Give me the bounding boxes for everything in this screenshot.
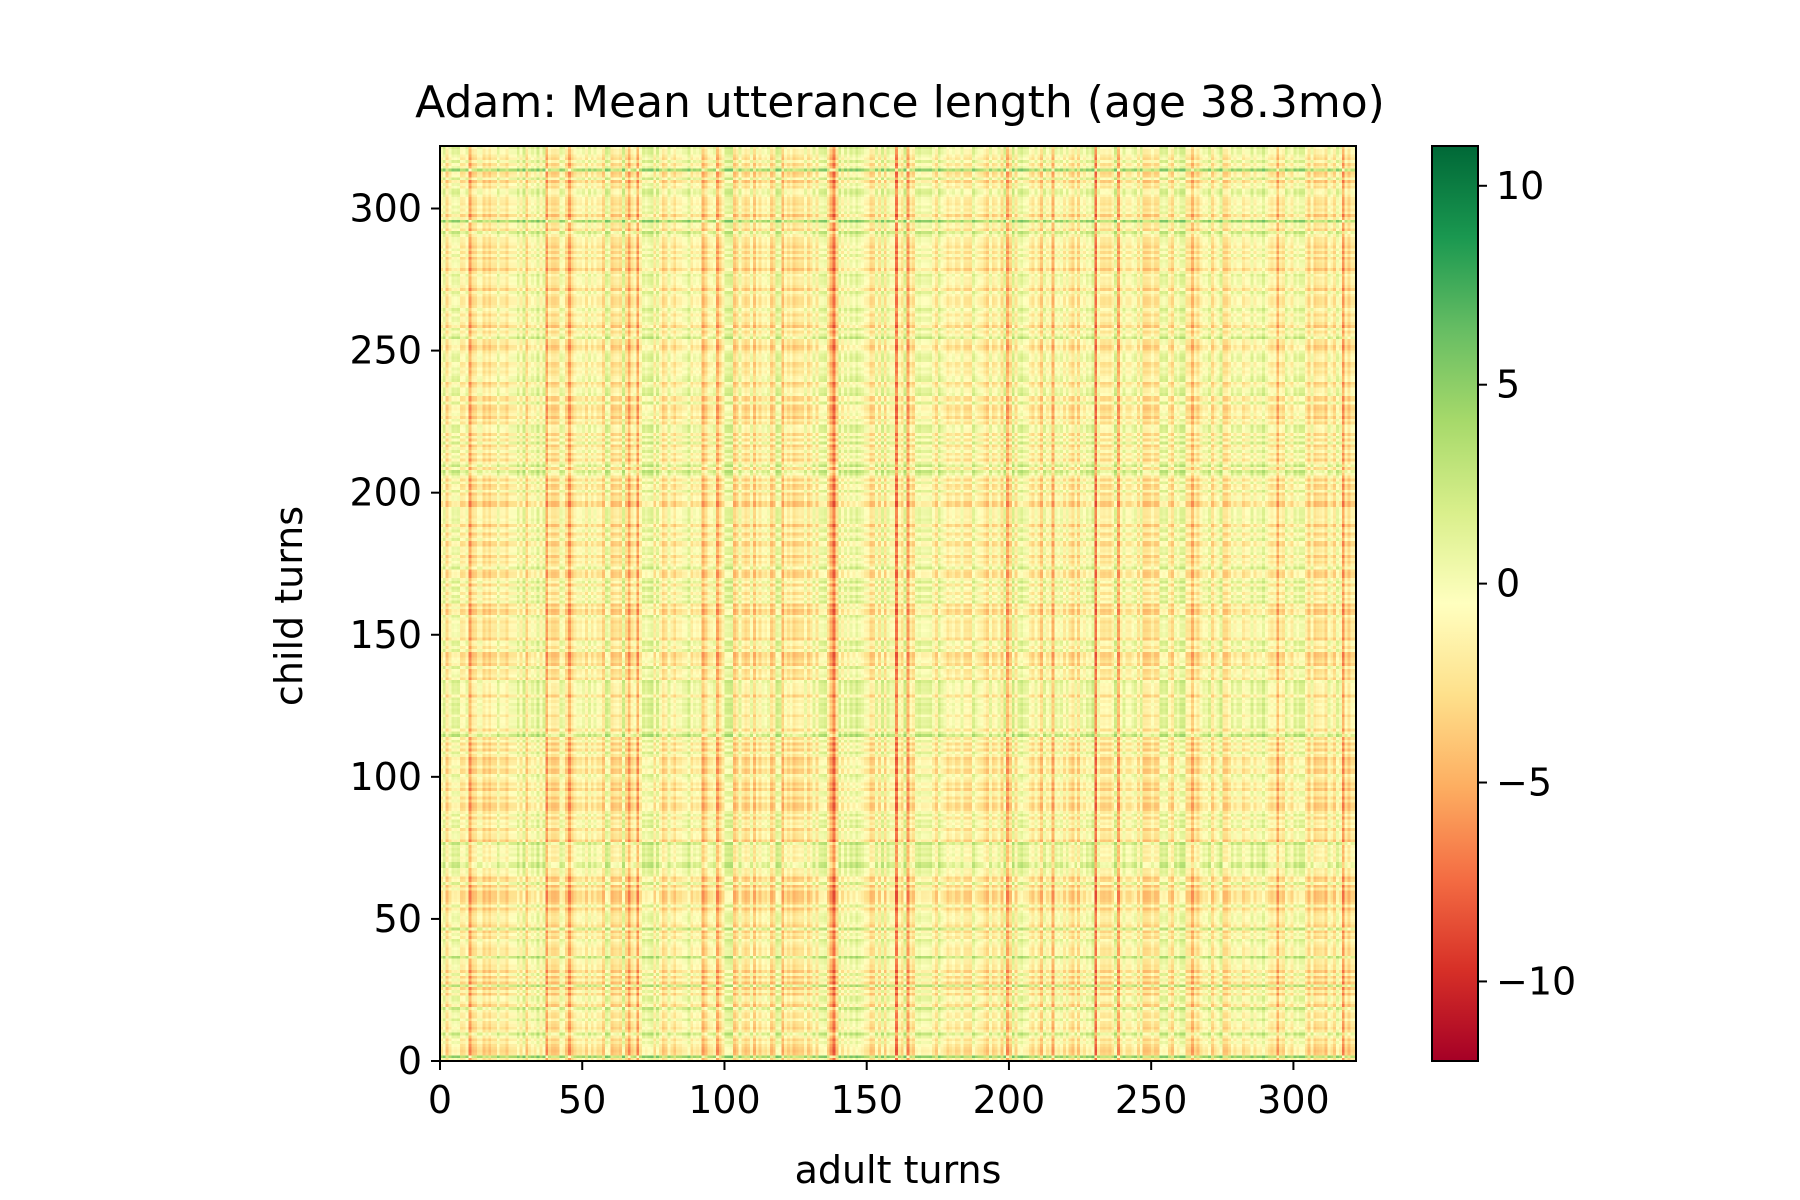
y-axis: 0 50 100 150 200 250 300 xyxy=(349,187,440,1083)
heatmap-image xyxy=(440,146,1356,1061)
x-tick-label: 0 xyxy=(428,1078,452,1122)
colorbar xyxy=(1432,146,1478,1061)
x-tick-label: 250 xyxy=(1115,1078,1188,1122)
colorbar-tick-label: −5 xyxy=(1496,761,1552,805)
colorbar-axis: 10 5 0 −5 −10 xyxy=(1478,164,1576,1003)
x-axis: 0 50 100 150 200 250 300 xyxy=(428,1061,1330,1122)
x-axis-label: adult turns xyxy=(795,1148,1002,1192)
y-tick-label: 150 xyxy=(349,613,422,657)
colorbar-tick-label: 10 xyxy=(1496,164,1544,208)
plot-frame xyxy=(439,145,1357,1062)
y-tick-label: 200 xyxy=(349,471,422,515)
colorbar-tick-label: 5 xyxy=(1496,363,1520,407)
x-tick-label: 300 xyxy=(1257,1078,1330,1122)
y-tick-label: 0 xyxy=(398,1039,422,1083)
y-axis-label: child turns xyxy=(267,506,311,706)
colorbar-tick-label: −10 xyxy=(1496,959,1576,1003)
y-tick-label: 50 xyxy=(374,897,422,941)
y-tick-label: 250 xyxy=(349,329,422,373)
x-tick-label: 200 xyxy=(973,1078,1046,1122)
y-tick-label: 100 xyxy=(349,755,422,799)
y-tick-label: 300 xyxy=(349,187,422,231)
x-tick-label: 150 xyxy=(830,1078,903,1122)
heatmap-cells xyxy=(440,146,1356,1061)
colorbar-frame xyxy=(1431,145,1479,1062)
x-tick-label: 50 xyxy=(558,1078,606,1122)
x-tick-label: 100 xyxy=(688,1078,761,1122)
colorbar-tick-label: 0 xyxy=(1496,562,1520,606)
chart-title: Adam: Mean utterance length (age 38.3mo) xyxy=(415,77,1385,128)
